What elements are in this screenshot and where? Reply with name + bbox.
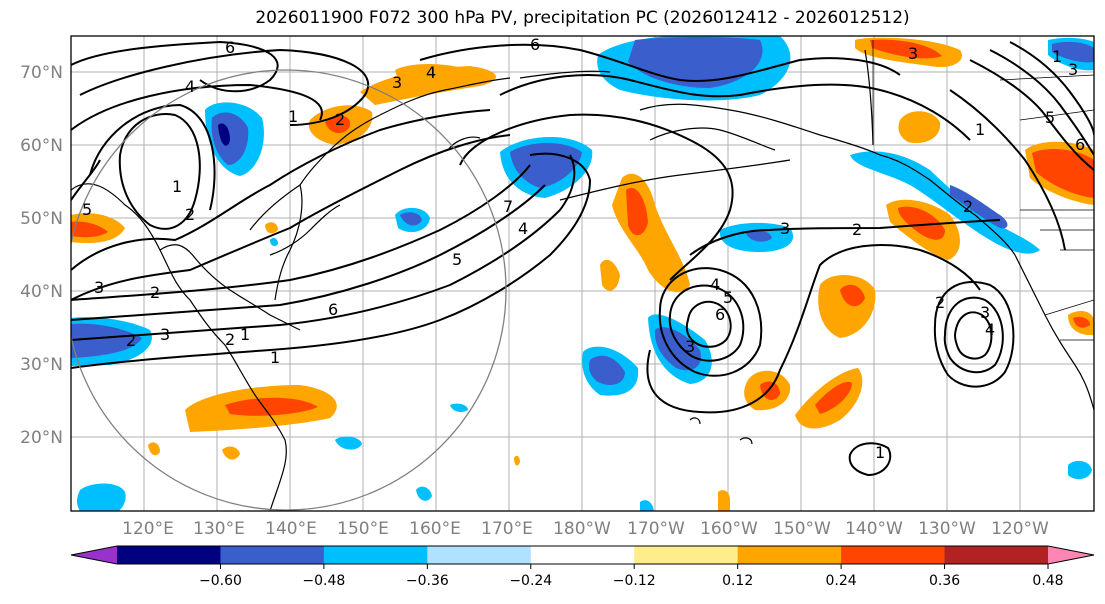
contour-labels: 6 6 4 1 2 3 4 2 1 5 1 2 3 2 3 2 1 7 4 5 …	[82, 35, 1085, 462]
colorbar-segments	[70, 545, 1095, 565]
contour-label: 1	[240, 325, 250, 344]
colorbar-segment	[323, 546, 428, 564]
lon-label: 130°E	[193, 519, 245, 539]
lat-label: 70°N	[20, 63, 63, 83]
colorbar-segment	[841, 546, 946, 564]
contour-label: 6	[225, 38, 235, 57]
contour-label: 2	[963, 197, 973, 216]
colorbar-tick-label: −0.12	[613, 573, 656, 589]
contour-label: 2	[335, 110, 345, 129]
contour-label: 6	[328, 300, 338, 319]
contour-label: 3	[685, 337, 695, 356]
contour-label: 5	[1045, 108, 1055, 127]
contour-label: 1	[270, 348, 280, 367]
colorbar-ticks: −0.60 −0.48 −0.36 −0.24 −0.12 0.12 0.24 0.36 0.4…	[199, 564, 1064, 589]
longitude-axis: 120°E 130°E 140°E 150°E 160°E 170°E 180°…	[122, 519, 1049, 539]
contour-label: 5	[82, 200, 92, 219]
colorbar-segment	[530, 546, 635, 564]
lon-label: 150°E	[337, 519, 389, 539]
lon-label: 140°W	[845, 519, 903, 539]
contour-label: 3	[980, 303, 990, 322]
contour-label: 2	[225, 330, 235, 349]
colorbar-extend-max	[1048, 546, 1094, 564]
colorbar-tick-label: −0.36	[406, 573, 449, 589]
lat-label: 20°N	[20, 428, 63, 448]
colorbar-segment	[427, 546, 532, 564]
colorbar-tick-label: 0.36	[929, 573, 960, 589]
contour-label: 3	[908, 44, 918, 63]
contour-label: 4	[710, 275, 720, 294]
colorbar-outline	[70, 545, 1095, 565]
contour-label: 2	[935, 293, 945, 312]
contour-label: 3	[160, 325, 170, 344]
lon-label: 160°E	[409, 519, 461, 539]
lon-label: 120°W	[991, 519, 1049, 539]
pv-contours	[71, 40, 1094, 477]
lat-label: 30°N	[20, 355, 63, 375]
lon-label: 170°W	[627, 519, 685, 539]
contour-label: 6	[715, 305, 725, 324]
contour-label: 5	[723, 288, 733, 307]
colorbar: −0.60 −0.48 −0.36 −0.24 −0.12 0.12 0.24 0.36 0.4…	[70, 545, 1095, 589]
lat-label: 50°N	[20, 209, 63, 229]
colorbar-tick-label: 0.48	[1032, 573, 1063, 589]
lat-label: 60°N	[20, 136, 63, 156]
contour-label: 4	[426, 63, 436, 82]
contour-label: 2	[126, 331, 136, 350]
contour-label: 1	[975, 120, 985, 139]
lon-label: 170°E	[481, 519, 533, 539]
contour-label: 2	[150, 283, 160, 302]
lat-label: 40°N	[20, 282, 63, 302]
contour-label: 5	[452, 250, 462, 269]
contour-label: 1	[288, 107, 298, 126]
contour-label: 4	[518, 219, 528, 238]
contour-label: 3	[94, 278, 104, 297]
map-frame	[70, 35, 1095, 512]
colorbar-segment	[634, 546, 739, 564]
contour-label: 1	[172, 177, 182, 196]
colorbar-segment	[117, 546, 221, 564]
contour-label: 2	[185, 205, 195, 224]
lon-label: 120°E	[122, 519, 174, 539]
contour-label: 1	[1052, 47, 1062, 66]
range-circle	[71, 69, 507, 511]
contour-label: 4	[185, 77, 195, 96]
lon-label: 160°W	[700, 519, 758, 539]
colorbar-tick-label: −0.24	[509, 573, 552, 589]
contour-label: 3	[392, 73, 402, 92]
contour-label: 7	[503, 197, 513, 216]
lon-label: 130°W	[918, 519, 976, 539]
colorbar-segment	[737, 546, 842, 564]
contour-label: 2	[852, 220, 862, 239]
colorbar-tick-label: −0.60	[199, 573, 242, 589]
colorbar-extend-min	[71, 546, 117, 564]
map-title: 2026011900 F072 300 hPa PV, precipitatio…	[255, 8, 910, 28]
coastlines	[71, 40, 1094, 511]
contour-label: 1	[875, 443, 885, 462]
colorbar-tick-label: −0.48	[302, 573, 345, 589]
lon-label: 150°W	[773, 519, 831, 539]
colorbar-segment	[944, 546, 1049, 564]
lon-label: 180°W	[553, 519, 611, 539]
latitude-axis: 70°N 60°N 50°N 40°N 30°N 20°N	[20, 63, 63, 448]
contour-label: 3	[780, 219, 790, 238]
contour-label: 6	[1075, 135, 1085, 154]
contour-label: 4	[985, 320, 995, 339]
contour-label: 3	[1068, 60, 1078, 79]
colorbar-tick-label: 0.24	[826, 573, 857, 589]
contour-label: 6	[530, 35, 540, 54]
colorbar-segment	[220, 546, 325, 564]
colorbar-tick-label: 0.12	[722, 573, 753, 589]
lon-label: 140°E	[265, 519, 317, 539]
